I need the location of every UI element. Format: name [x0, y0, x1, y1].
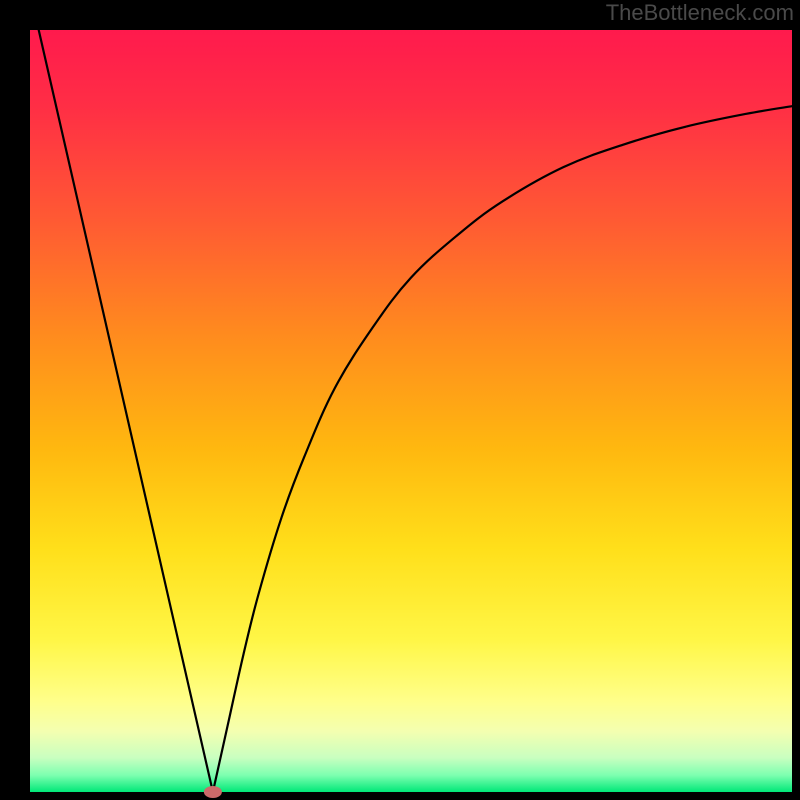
plot-area: [30, 30, 792, 792]
attribution-label: TheBottleneck.com: [606, 0, 794, 26]
chart-stage: TheBottleneck.com: [0, 0, 800, 800]
bottleneck-curve-right: [213, 106, 792, 792]
curve-layer: [30, 30, 792, 792]
minimum-marker: [204, 786, 222, 798]
bottleneck-curve-left: [30, 0, 213, 792]
